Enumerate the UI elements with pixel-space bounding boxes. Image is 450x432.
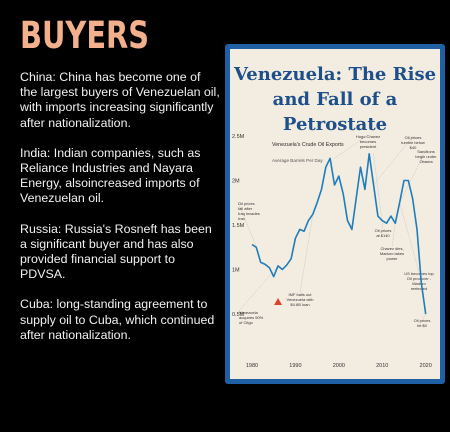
x-tick-label: 2000 (333, 363, 345, 369)
annotation-layer: Oil prices fall after Iraq invades Iran Hugo… (237, 134, 437, 328)
axis-layer: 2.5M 2M 1.5M 1M 0.5M 1980 1990 2000 2010 2020 (232, 134, 432, 369)
annotation-leader (373, 135, 414, 186)
annotation-text: Sanctions begin under Obama (415, 149, 437, 164)
slide-heading: BUYERS (20, 14, 150, 57)
annotation-text: Oil prices tumble below $40 (401, 135, 425, 150)
x-tick-label: 2020 (420, 363, 432, 369)
annotation-text: Hugo Chavez becomes president (356, 134, 380, 149)
oil-exports-chart: Venezuela's Crude Oil Exports Average Ba… (232, 134, 437, 369)
x-tick-label: 2010 (376, 363, 388, 369)
chart-subtitle: Venezuela's Crude Oil Exports (272, 142, 344, 148)
chart-title: Venezuela: The Rise and Fall of a Petros… (233, 64, 437, 135)
chart-card: Venezuela: The Rise and Fall of a Petros… (225, 44, 445, 384)
annotation-text: IMF bails out Venezuela with $4.6B loan (287, 292, 314, 307)
annotation-leader (373, 153, 384, 230)
y-tick-label: 0.5M (232, 312, 245, 318)
y-tick-label: 1.5M (232, 223, 245, 229)
annotation-leader (399, 202, 420, 273)
x-tick-label: 1980 (246, 363, 258, 369)
annotation-text: Chavez dies, Maduro takes power (380, 246, 404, 261)
y-tick-label: 2.5M (232, 134, 245, 140)
annotation-text: Oil prices hit $0 (414, 318, 431, 328)
x-tick-label: 1990 (289, 363, 301, 369)
annotation-text: US becomes top Oil producer -Maduro reelec… (404, 271, 434, 291)
annotation-leader (391, 223, 396, 248)
annotation-text: Oil prices at $140 (375, 228, 392, 238)
buyers-list: China: China has become one of the large… (20, 70, 220, 358)
buyer-china: China: China has become one of the large… (20, 70, 220, 130)
line-layer (251, 153, 427, 315)
y-tick-label: 2M (232, 179, 240, 185)
annotation-leader (334, 134, 369, 159)
citgo-marker-icon (274, 298, 283, 305)
exports-line (251, 153, 427, 315)
annotation-leader (299, 214, 313, 294)
buyer-india: India: Indian companies, such as Relianc… (20, 145, 201, 206)
chart-panel: Venezuela: The Rise and Fall of a Petros… (230, 49, 440, 379)
y-tick-label: 1M (232, 268, 240, 274)
annotation-text: Venezuela acquires 50% of Citgo (239, 310, 264, 325)
buyer-cuba: Cuba: long-standing agreement to supply … (20, 297, 215, 342)
chart-subtitle-unit: Average Barrels Per Day (272, 158, 323, 163)
buyer-russia: Russia: Russia's Rosneft has been a sign… (20, 221, 212, 282)
annotation-text: Oil prices fall after Iraq invades Iran (238, 201, 260, 221)
annotation-leader (237, 201, 257, 248)
